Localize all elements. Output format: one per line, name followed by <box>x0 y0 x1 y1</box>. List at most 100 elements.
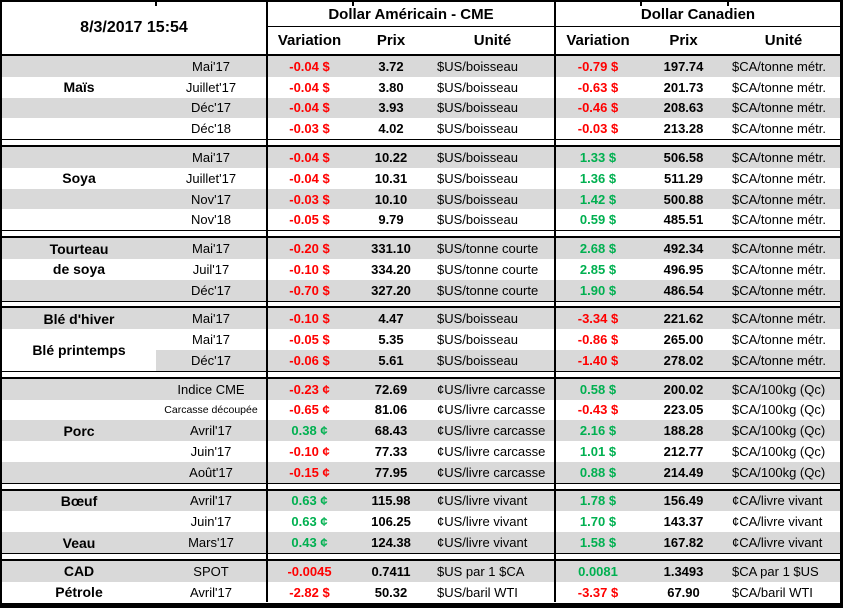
ca-unit-cell: $CA/tonne métr. <box>732 170 826 186</box>
us-variation-cell: -0.10 ¢ <box>266 441 351 462</box>
month-cell: Déc'17 <box>190 282 232 298</box>
us-price-cell: 3.93 <box>378 100 404 116</box>
month-cell: Juin'17 <box>190 444 232 459</box>
table-row: Bœuf Avril'17 0.63 ¢ 115.98 ¢US/livre vivant… <box>2 490 840 512</box>
ca-variation-cell: -3.34 $ <box>554 308 640 330</box>
us-price-cell: 106.25 <box>371 514 411 530</box>
commodity-group: Tourteau Mai'17 -0.20 $ 331.10 $US/tonne cou… <box>2 238 840 301</box>
commodity-group: Mai'17 -0.04 $ 10.22 $US/boisseau 1.33 $ 506.… <box>2 147 840 231</box>
commodity-cell: Maïs <box>63 79 95 96</box>
month-cell: Mars'17 <box>188 535 234 551</box>
us-variation-cell: -0.0045 <box>266 560 351 582</box>
table-row: Pétrole Avril'17 -2.82 $ 50.32 $US/baril WTI… <box>2 581 840 603</box>
table-row: de soya Juil'17 -0.10 $ 334.20 $US/tonne cou… <box>2 258 840 280</box>
ca-prix-header: Prix <box>669 32 698 49</box>
ca-variation-cell: 1.70 $ <box>554 511 640 533</box>
us-price-cell: 0.7411 <box>371 563 411 579</box>
us-variation-cell: 0.38 ¢ <box>266 420 351 442</box>
month-cell: Avril'17 <box>190 584 232 600</box>
timestamp: 8/3/2017 15:54 <box>80 19 188 36</box>
us-unit-cell: $US/boisseau <box>437 191 518 207</box>
ca-variation-cell: -0.86 $ <box>554 329 640 351</box>
ca-price-cell: 197.74 <box>663 58 704 74</box>
table-row: Maïs Juillet'17 -0.04 $ 3.80 $US/boisseau -0.… <box>2 76 840 98</box>
table-row: Carcasse découpée -0.65 ¢ 81.06 ¢US/livre c… <box>2 399 840 421</box>
us-price-cell: 72.69 <box>374 381 408 397</box>
ca-unit-cell: $CA/100kg (Qc) <box>732 381 826 397</box>
month-cell: Mai'17 <box>192 149 230 165</box>
us-unit-cell: $US/boisseau <box>437 170 518 186</box>
ca-unit-cell: $CA/tonne métr. <box>732 282 826 298</box>
us-unit-cell: $US/tonne courte <box>437 241 539 257</box>
table-row: Déc'17 -0.70 $ 327.20 $US/tonne courte 1.90 … <box>2 279 840 301</box>
separator-segment <box>266 371 554 377</box>
us-variation-cell: -0.04 $ <box>266 97 351 119</box>
ca-unit-cell: $CA/tonne métr. <box>732 311 826 327</box>
ca-unit-cell: $CA/100kg (Qc) <box>732 464 826 480</box>
us-price-cell: 5.35 <box>378 332 404 348</box>
us-unit-cell: $US/boisseau <box>437 352 518 368</box>
us-unit-cell: ¢US/livre vivant <box>437 535 528 551</box>
merged-commodity-cell: Blé printemps <box>2 329 156 371</box>
ca-price-cell: 143.37 <box>663 514 704 530</box>
us-variation-cell: -0.04 $ <box>266 167 351 189</box>
separator-segment <box>554 231 840 237</box>
table-body: Mai'17 -0.04 $ 3.72 $US/boisseau -0.79 $ 197.… <box>2 56 840 603</box>
ca-unit-cell: $CA/tonne métr. <box>732 261 826 277</box>
us-unit-cell: $US/tonne courte <box>437 261 539 277</box>
ca-variation-cell: 2.68 $ <box>554 238 640 259</box>
ca-unit-cell: $CA/tonne métr. <box>732 121 826 137</box>
table-header: 8/3/2017 15:54 Dollar Américain - CME Va… <box>2 2 840 56</box>
separator-segment <box>2 372 266 377</box>
ca-unit-cell: $CA/baril WTI <box>732 584 813 600</box>
ca-unit-cell: $CA par 1 $US <box>732 563 819 579</box>
commodity-cell <box>2 189 156 210</box>
us-variation-cell: -0.03 $ <box>266 118 351 140</box>
ca-variation-cell: 0.88 $ <box>554 461 640 483</box>
month-cell: Indice CME <box>177 381 245 397</box>
us-unit-cell: $US/boisseau <box>437 212 518 228</box>
ca-variation-cell: 1.42 $ <box>554 188 640 210</box>
commodity-cell <box>2 441 156 462</box>
month-cell: Juillet'17 <box>185 170 237 186</box>
us-variation-cell: -2.82 $ <box>266 581 351 603</box>
month-cell: Avril'17 <box>190 423 232 439</box>
ca-unit-cell: $CA/tonne métr. <box>732 241 826 257</box>
ca-variation-cell: -0.63 $ <box>554 76 640 98</box>
us-unit-cell: $US/boisseau <box>437 332 518 348</box>
us-variation-cell: 0.43 ¢ <box>266 532 351 553</box>
ca-price-cell: 265.00 <box>663 332 704 348</box>
ca-variation-cell: 0.59 $ <box>554 209 640 231</box>
ca-variation-cell: -3.37 $ <box>554 581 640 603</box>
table-row: Mai'17 -0.05 $ 5.35 $US/boisseau -0.86 $ 265.… <box>2 329 840 351</box>
commodity-cell <box>2 56 156 77</box>
month-cell: Nov'18 <box>190 212 232 228</box>
commodity-cell: Tourteau <box>49 240 109 257</box>
us-price-cell: 68.43 <box>374 423 408 439</box>
commodity-cell <box>2 511 156 532</box>
ca-subheader-row: Variation Prix Unité <box>556 27 840 54</box>
ca-price-cell: 278.02 <box>663 352 704 368</box>
month-cell: Avril'17 <box>190 493 232 509</box>
ca-unit-cell: $CA/tonne métr. <box>732 100 826 116</box>
commodity-cell <box>2 118 156 139</box>
ca-price-cell: 201.73 <box>663 79 704 95</box>
us-dollar-section-header: Dollar Américain - CME Variation Prix Un… <box>266 2 554 54</box>
separator-segment <box>554 371 840 377</box>
us-prix-header: Prix <box>376 32 406 49</box>
us-variation-cell: -0.06 $ <box>266 350 351 371</box>
table-row: Indice CME -0.23 ¢ 72.69 ¢US/livre carcasse… <box>2 378 840 400</box>
ca-variation-cell: 1.58 $ <box>554 532 640 553</box>
commodity-group: Mai'17 -0.04 $ 3.72 $US/boisseau -0.79 $ 197.… <box>2 56 840 140</box>
us-price-cell: 77.33 <box>374 444 408 459</box>
us-price-cell: 124.38 <box>371 535 411 551</box>
ca-price-cell: 506.58 <box>663 149 704 165</box>
ca-unit-cell: $CA/100kg (Qc) <box>732 423 826 439</box>
grid-tick <box>155 2 157 6</box>
us-unit-cell: $US/baril WTI <box>437 584 518 600</box>
us-price-cell: 115.98 <box>371 493 411 509</box>
us-variation-cell: 0.63 ¢ <box>266 511 351 533</box>
ca-price-cell: 213.28 <box>663 121 704 137</box>
ca-unit-cell: $CA/tonne métr. <box>732 58 826 74</box>
us-price-cell: 331.10 <box>371 241 411 257</box>
